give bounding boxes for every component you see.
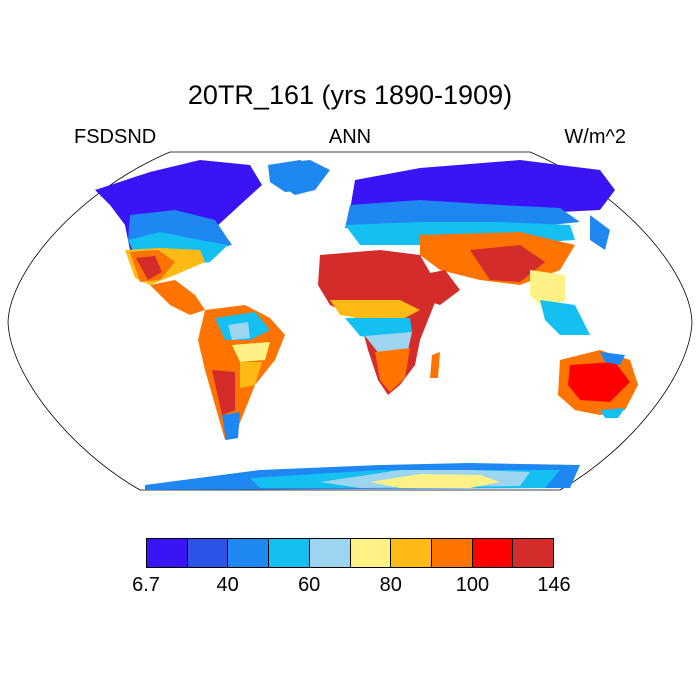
colorbar-swatch-5	[350, 539, 392, 567]
colorbar-swatch-2	[228, 539, 270, 567]
colorbar-tick-label: 80	[379, 574, 402, 596]
colorbar-swatch-4	[309, 539, 351, 567]
antarctica	[145, 463, 580, 490]
colorbar-swatch-1	[187, 539, 229, 567]
colorbar-swatch-0	[147, 539, 188, 567]
colorbar-swatch-9	[513, 539, 554, 567]
south-america	[198, 305, 285, 440]
colorbar	[146, 538, 554, 568]
variable-name: FSDSND	[74, 126, 157, 148]
colorbar-tick-label: 60	[298, 574, 321, 596]
colorbar-swatch-7	[431, 539, 473, 567]
greenland	[270, 160, 330, 195]
colorbar-tick-label: 146	[537, 574, 571, 596]
colorbar-tick-label: 6.7	[132, 574, 160, 596]
units-label: W/m^2	[564, 126, 626, 148]
colorbar-swatch-6	[391, 539, 432, 567]
eurasia	[345, 160, 615, 335]
colorbar-swatch-3	[269, 539, 310, 567]
colorbar-tick-label: 100	[455, 574, 490, 596]
season-label: ANN	[328, 126, 372, 148]
plot-title: 20TR_161 (yrs 1890-1909)	[187, 80, 513, 110]
africa	[318, 250, 460, 395]
australia	[558, 350, 638, 418]
colorbar-tick-label: 40	[216, 574, 239, 596]
colorbar-swatch-8	[472, 539, 514, 567]
